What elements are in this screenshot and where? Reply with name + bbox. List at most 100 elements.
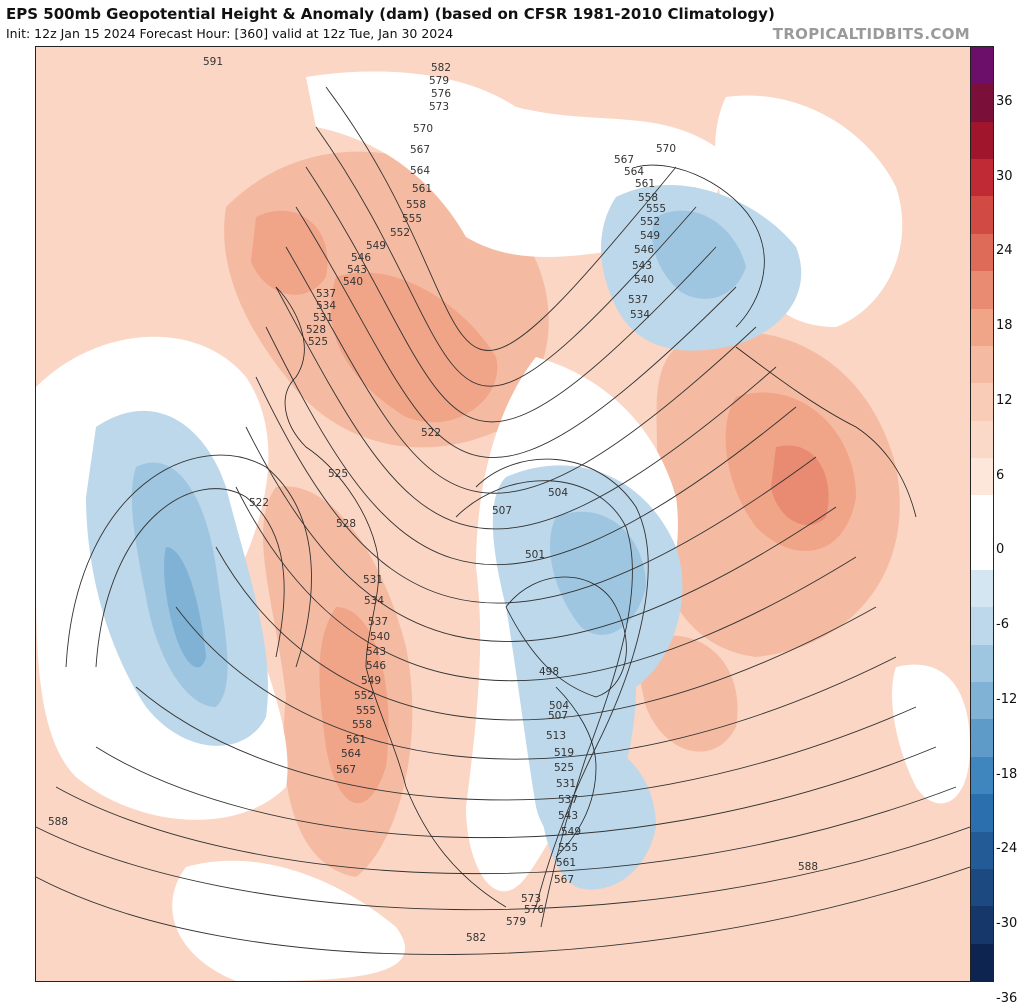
contour-label: 540	[343, 276, 363, 288]
colorbar-tick-label: 24	[996, 243, 1013, 259]
contour-label: 507	[492, 505, 512, 517]
colorbar-tick-label: 0	[996, 542, 1005, 558]
contour-label: 540	[370, 631, 390, 643]
colorbar-tick-label: -24	[996, 841, 1018, 857]
contour-label: 567	[336, 764, 356, 776]
colorbar-tick-label: 30	[996, 168, 1013, 184]
colorbar-segment	[971, 906, 993, 945]
contour-label: 570	[413, 123, 433, 135]
contour-label: 579	[429, 75, 449, 87]
contour-label: 555	[646, 203, 666, 215]
negative-anomaly-shading	[86, 185, 802, 890]
contour-label: 558	[352, 719, 372, 731]
contour-label: 534	[364, 595, 384, 607]
map-panel: 591 582 579 576 573 570 567 564 561 558 …	[35, 46, 971, 982]
coastlines	[275, 164, 917, 908]
colorbar-segment	[971, 607, 993, 646]
contour-label: 555	[402, 213, 422, 225]
contour-label: 552	[640, 216, 660, 228]
contour-label: 564	[624, 166, 644, 178]
contour-label: 561	[412, 183, 432, 195]
contour-label: 564	[341, 748, 361, 760]
contour-label: 531	[363, 574, 383, 586]
colorbar-tick-label: 18	[996, 318, 1013, 334]
contour-label: 582	[431, 62, 451, 74]
contour-label: 546	[366, 660, 386, 672]
contour-label: 498	[539, 666, 559, 678]
contour-label: 573	[521, 893, 541, 905]
contour-label: 558	[638, 192, 658, 204]
colorbar-tick-label: -30	[996, 915, 1018, 931]
colorbar-segment	[971, 570, 993, 608]
colorbar-tick-label: -6	[996, 617, 1009, 633]
colorbar-segment	[971, 196, 993, 235]
colorbar-segment	[971, 719, 993, 758]
contour-label: 525	[308, 336, 328, 348]
colorbar-segment	[971, 308, 993, 347]
contour-label: 531	[556, 778, 576, 790]
contour-label: 543	[366, 646, 386, 658]
contour-label: 537	[628, 294, 648, 306]
colorbar-tick-label: -36	[996, 990, 1018, 1006]
contour-label: 576	[524, 904, 544, 916]
contour-label: 504	[549, 700, 569, 712]
contour-label: 546	[351, 252, 371, 264]
contour-label: 588	[798, 861, 818, 873]
anomaly-map: 591 582 579 576 573 570 567 564 561 558 …	[36, 56, 970, 981]
colorbar-segment	[971, 345, 993, 384]
colorbar-segment	[971, 682, 993, 720]
contour-label: 522	[249, 497, 269, 509]
contour-label: 540	[634, 274, 654, 286]
chart-title: EPS 500mb Geopotential Height & Anomaly …	[6, 5, 775, 23]
contour-label: 528	[336, 518, 356, 530]
contour-label: 537	[368, 616, 388, 628]
contour-label: 564	[410, 165, 430, 177]
contour-label: 525	[554, 762, 574, 774]
height-contours	[36, 86, 970, 955]
contour-label: 543	[558, 810, 578, 822]
colorbar-segment	[971, 457, 993, 496]
colorbar-segment	[971, 532, 993, 571]
colorbar-tick-label: 6	[996, 467, 1005, 483]
contour-label: 567	[554, 874, 574, 886]
colorbar-segment	[971, 943, 993, 982]
contour-label: 561	[635, 178, 655, 190]
contour-label: 522	[421, 427, 441, 439]
contour-label: 570	[656, 143, 676, 155]
contour-label: 561	[346, 734, 366, 746]
colorbar-segment	[971, 868, 993, 907]
colorbar-segment	[971, 383, 993, 422]
colorbar-tick-label: -18	[996, 766, 1018, 782]
colorbar-tick-label: 36	[996, 94, 1013, 110]
contour-label: 573	[429, 101, 449, 113]
colorbar-segment	[971, 271, 993, 310]
colorbar-segment	[971, 47, 993, 85]
contour-label: 576	[431, 88, 451, 100]
colorbar-segment	[971, 233, 993, 272]
contour-label: 552	[390, 227, 410, 239]
contour-label: 549	[640, 230, 660, 242]
anomaly-colorbar	[970, 46, 994, 982]
contour-label: 528	[306, 324, 326, 336]
colorbar-segment	[971, 794, 993, 833]
colorbar-segment	[971, 756, 993, 795]
contour-label: 525	[328, 468, 348, 480]
brand-watermark[interactable]: TROPICALTIDBITS.COM	[772, 25, 970, 43]
colorbar-segment	[971, 495, 993, 534]
contour-label: 567	[410, 144, 430, 156]
contour-label: 567	[614, 154, 634, 166]
contour-label: 561	[556, 857, 576, 869]
colorbar-tick-label: 12	[996, 392, 1013, 408]
colorbar-tick-label: -12	[996, 691, 1018, 707]
contour-label: 546	[634, 244, 654, 256]
colorbar-segment	[971, 84, 993, 123]
colorbar-segment	[971, 831, 993, 870]
contour-label: 588	[48, 816, 68, 828]
contour-label: 543	[632, 260, 652, 272]
contour-label: 555	[558, 842, 578, 854]
contour-label: 582	[466, 932, 486, 944]
contour-label: 579	[506, 916, 526, 928]
colorbar-segment	[971, 159, 993, 197]
contour-label: 549	[366, 240, 386, 252]
contour-label: 534	[630, 309, 650, 321]
